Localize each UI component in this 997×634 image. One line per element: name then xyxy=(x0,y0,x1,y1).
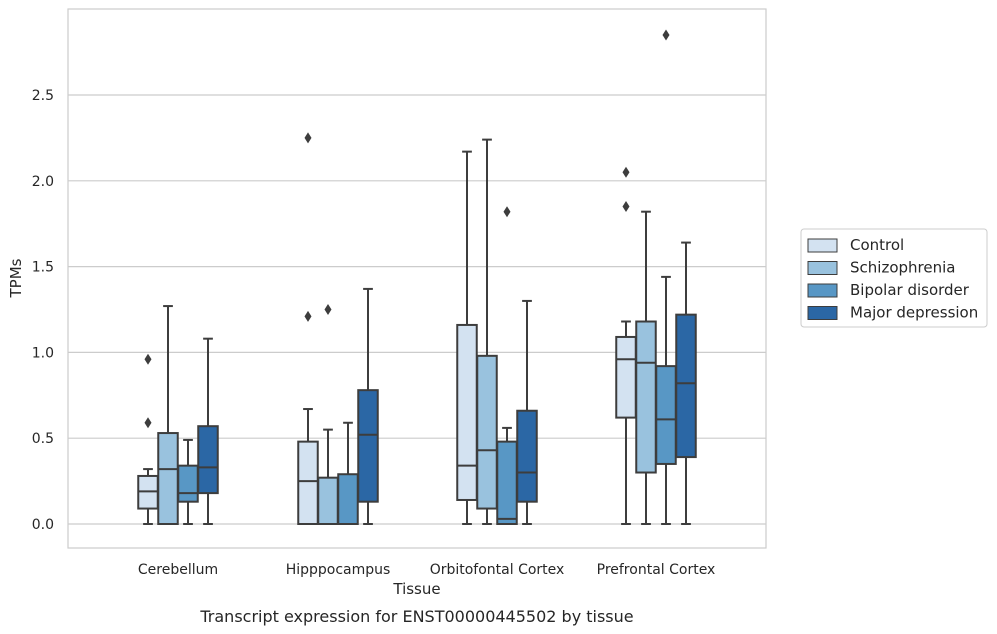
box-iqr xyxy=(337,473,359,525)
box-schizophrenia xyxy=(635,210,657,525)
y-tick-label: 2.5 xyxy=(32,88,54,104)
outlier-point xyxy=(304,310,312,322)
box-iqr xyxy=(516,409,538,503)
outlier-point xyxy=(144,417,152,429)
y-tick-label: 1.5 xyxy=(32,260,54,276)
box-schizophrenia xyxy=(317,304,339,525)
box-iqr xyxy=(177,464,199,503)
box-control xyxy=(615,166,637,525)
legend-swatch xyxy=(807,306,838,320)
legend-swatch xyxy=(807,283,838,298)
box-control xyxy=(137,353,159,525)
x-tick-label: Hipppocampus xyxy=(286,562,391,578)
box-iqr xyxy=(476,354,498,510)
y-axis-label: TPMs xyxy=(7,258,25,298)
box-iqr xyxy=(157,432,179,525)
box-series xyxy=(137,29,697,525)
x-tick-label: Orbitofontal Cortex xyxy=(430,562,565,578)
y-tick-label: 0.5 xyxy=(32,431,54,447)
box-iqr xyxy=(655,365,677,465)
box-bipolar-disorder xyxy=(655,29,677,525)
y-tick-label: 1.0 xyxy=(32,345,54,361)
box-schizophrenia xyxy=(157,305,179,525)
outlier-point xyxy=(622,201,630,213)
box-iqr xyxy=(615,335,637,419)
plot-frame xyxy=(67,8,767,549)
box-major-depression xyxy=(357,287,379,525)
box-schizophrenia xyxy=(476,138,498,525)
box-major-depression xyxy=(516,299,538,525)
legend-label: Major depression xyxy=(850,304,978,322)
box-iqr xyxy=(456,323,478,501)
legend-swatch xyxy=(807,261,838,275)
outlier-point xyxy=(622,166,630,178)
box-major-depression xyxy=(197,337,219,525)
legend-swatch xyxy=(807,238,838,253)
legend-frame xyxy=(800,228,988,328)
box-iqr xyxy=(635,320,657,474)
box-control xyxy=(297,132,319,525)
legend: Control Schizophrenia Bipolar disorder Majo… xyxy=(800,228,988,328)
y-axis-ticks: 0.0 0.5 1.0 1.5 2.0 2.5 xyxy=(32,88,54,533)
box-bipolar-disorder xyxy=(496,206,518,525)
outlier-point xyxy=(304,132,312,144)
x-axis-label: Tissue xyxy=(392,580,440,598)
box-iqr xyxy=(297,440,319,525)
x-tick-label: Cerebellum xyxy=(138,562,218,578)
box-iqr xyxy=(197,425,219,495)
outlier-point xyxy=(503,206,511,218)
y-tick-label: 2.0 xyxy=(32,174,54,190)
y-tick-label: 0.0 xyxy=(32,517,54,533)
box-iqr xyxy=(675,313,697,459)
box-iqr xyxy=(357,389,379,503)
box-control xyxy=(456,150,478,525)
x-axis-ticks: Cerebellum Hipppocampus Orbitofontal Corte… xyxy=(138,562,715,578)
outlier-point xyxy=(662,29,670,41)
legend-label: Control xyxy=(850,236,904,254)
box-iqr xyxy=(317,476,339,525)
x-tick-label: Prefrontal Cortex xyxy=(597,562,716,578)
outlier-point xyxy=(144,353,152,365)
chart-caption: Transcript expression for ENST0000044550… xyxy=(199,607,633,626)
box-major-depression xyxy=(675,241,697,525)
box-iqr xyxy=(496,440,518,525)
outlier-point xyxy=(324,304,332,315)
legend-label: Schizophrenia xyxy=(850,259,955,277)
box-bipolar-disorder xyxy=(177,438,199,525)
legend-label: Bipolar disorder xyxy=(850,281,970,299)
